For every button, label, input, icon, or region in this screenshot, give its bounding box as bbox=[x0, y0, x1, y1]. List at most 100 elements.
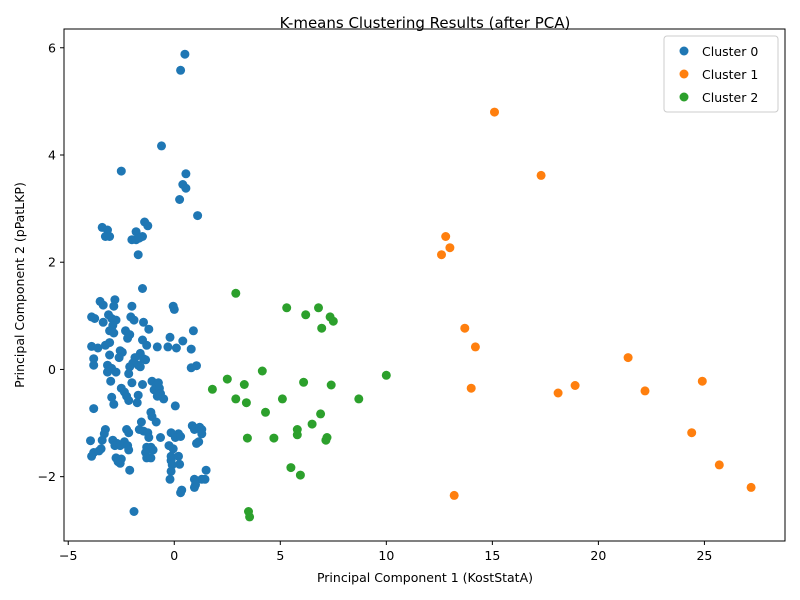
data-point-cluster-0 bbox=[109, 301, 119, 311]
data-point-cluster-0 bbox=[197, 429, 207, 439]
y-tick-label: 0 bbox=[48, 362, 56, 377]
x-axis: −5 0 5 10 15 20 25 bbox=[59, 541, 712, 563]
data-point-cluster-1 bbox=[437, 250, 446, 260]
legend-marker-cluster-1 bbox=[679, 69, 689, 79]
x-tick-label: 5 bbox=[276, 548, 284, 563]
data-point-cluster-0 bbox=[132, 398, 142, 408]
data-point-cluster-0 bbox=[124, 428, 134, 438]
data-point-cluster-1 bbox=[640, 386, 650, 396]
data-point-cluster-0 bbox=[96, 444, 106, 454]
data-point-cluster-0 bbox=[144, 433, 154, 442]
data-point-cluster-0 bbox=[124, 445, 134, 455]
legend-marker-cluster-0 bbox=[679, 46, 689, 56]
series-cluster-0 bbox=[86, 49, 211, 516]
data-point-cluster-0 bbox=[152, 342, 162, 352]
data-point-cluster-2 bbox=[231, 288, 241, 298]
y-tick-label: 6 bbox=[48, 40, 56, 55]
data-point-cluster-0 bbox=[129, 315, 139, 325]
data-point-cluster-1 bbox=[466, 383, 476, 393]
data-point-cluster-0 bbox=[157, 141, 166, 151]
y-tick-label: −2 bbox=[38, 469, 56, 484]
data-point-cluster-0 bbox=[189, 482, 199, 492]
data-point-cluster-0 bbox=[165, 332, 175, 342]
data-point-cluster-0 bbox=[87, 451, 97, 461]
data-point-cluster-0 bbox=[174, 451, 183, 461]
points-layer bbox=[86, 49, 756, 522]
data-point-cluster-1 bbox=[445, 243, 455, 253]
data-point-cluster-0 bbox=[129, 507, 139, 516]
plot-frame bbox=[63, 28, 786, 542]
data-point-cluster-2 bbox=[317, 323, 327, 333]
data-point-cluster-1 bbox=[441, 232, 451, 241]
data-point-cluster-0 bbox=[143, 221, 153, 231]
data-point-cluster-2 bbox=[261, 407, 270, 417]
data-point-cluster-0 bbox=[156, 433, 165, 442]
data-point-cluster-0 bbox=[125, 362, 135, 372]
chart-title: K-means Clustering Results (after PCA) bbox=[280, 14, 571, 32]
x-tick-label: 20 bbox=[590, 548, 606, 563]
data-point-cluster-0 bbox=[166, 451, 176, 461]
series-cluster-2 bbox=[207, 288, 391, 522]
data-point-cluster-0 bbox=[163, 342, 173, 352]
data-point-cluster-0 bbox=[142, 340, 152, 350]
data-point-cluster-0 bbox=[90, 314, 100, 323]
data-point-cluster-0 bbox=[111, 367, 121, 377]
data-point-cluster-2 bbox=[282, 303, 292, 313]
legend-marker-cluster-2 bbox=[679, 92, 689, 102]
legend-label-cluster-2: Cluster 2 bbox=[702, 90, 758, 105]
data-point-cluster-2 bbox=[222, 374, 232, 384]
data-point-cluster-0 bbox=[166, 466, 176, 476]
data-point-cluster-0 bbox=[135, 362, 145, 372]
y-axis-label: Principal Component 2 (pPatLKP) bbox=[12, 182, 27, 388]
data-point-cluster-1 bbox=[697, 376, 707, 386]
data-point-cluster-0 bbox=[151, 417, 161, 427]
data-point-cluster-0 bbox=[133, 390, 143, 400]
data-point-cluster-0 bbox=[136, 417, 146, 427]
data-point-cluster-0 bbox=[181, 169, 191, 179]
data-point-cluster-2 bbox=[381, 370, 391, 380]
data-point-cluster-0 bbox=[170, 401, 180, 411]
data-point-cluster-0 bbox=[169, 304, 179, 314]
legend: Cluster 0 Cluster 1 Cluster 2 bbox=[663, 35, 779, 113]
data-point-cluster-0 bbox=[89, 404, 99, 414]
data-point-cluster-0 bbox=[138, 284, 147, 293]
data-point-cluster-1 bbox=[570, 381, 580, 390]
data-point-cluster-0 bbox=[97, 435, 107, 445]
legend-box bbox=[663, 35, 779, 113]
data-point-cluster-0 bbox=[127, 378, 137, 388]
data-point-cluster-0 bbox=[105, 232, 115, 241]
data-point-cluster-0 bbox=[152, 391, 162, 401]
data-point-cluster-0 bbox=[109, 399, 119, 409]
y-tick-label: 2 bbox=[48, 255, 56, 270]
data-point-cluster-0 bbox=[180, 49, 190, 59]
data-point-cluster-1 bbox=[687, 428, 697, 438]
data-point-cluster-0 bbox=[194, 437, 204, 447]
data-point-cluster-2 bbox=[257, 366, 267, 376]
x-tick-label: −5 bbox=[59, 548, 77, 563]
data-point-cluster-0 bbox=[115, 458, 125, 468]
data-point-cluster-1 bbox=[536, 170, 546, 180]
x-tick-label: 25 bbox=[696, 548, 712, 563]
data-point-cluster-0 bbox=[186, 344, 196, 354]
legend-label-cluster-0: Cluster 0 bbox=[702, 44, 758, 59]
data-point-cluster-0 bbox=[86, 436, 95, 446]
data-point-cluster-2 bbox=[286, 463, 296, 473]
data-point-cluster-2 bbox=[239, 380, 249, 389]
data-point-cluster-1 bbox=[553, 388, 563, 398]
data-point-cluster-0 bbox=[98, 317, 108, 327]
legend-label-cluster-1: Cluster 1 bbox=[702, 67, 758, 82]
data-point-cluster-0 bbox=[124, 369, 134, 379]
data-point-cluster-2 bbox=[295, 470, 305, 480]
data-point-cluster-0 bbox=[125, 465, 135, 475]
data-point-cluster-1 bbox=[490, 107, 499, 117]
data-point-cluster-0 bbox=[89, 360, 99, 370]
data-point-cluster-0 bbox=[114, 353, 124, 363]
data-point-cluster-0 bbox=[134, 233, 144, 243]
data-point-cluster-2 bbox=[207, 384, 217, 394]
data-point-cluster-2 bbox=[321, 435, 331, 445]
data-point-cluster-2 bbox=[314, 303, 323, 313]
data-point-cluster-2 bbox=[231, 394, 241, 404]
data-point-cluster-0 bbox=[115, 441, 125, 451]
data-point-cluster-0 bbox=[106, 376, 116, 386]
